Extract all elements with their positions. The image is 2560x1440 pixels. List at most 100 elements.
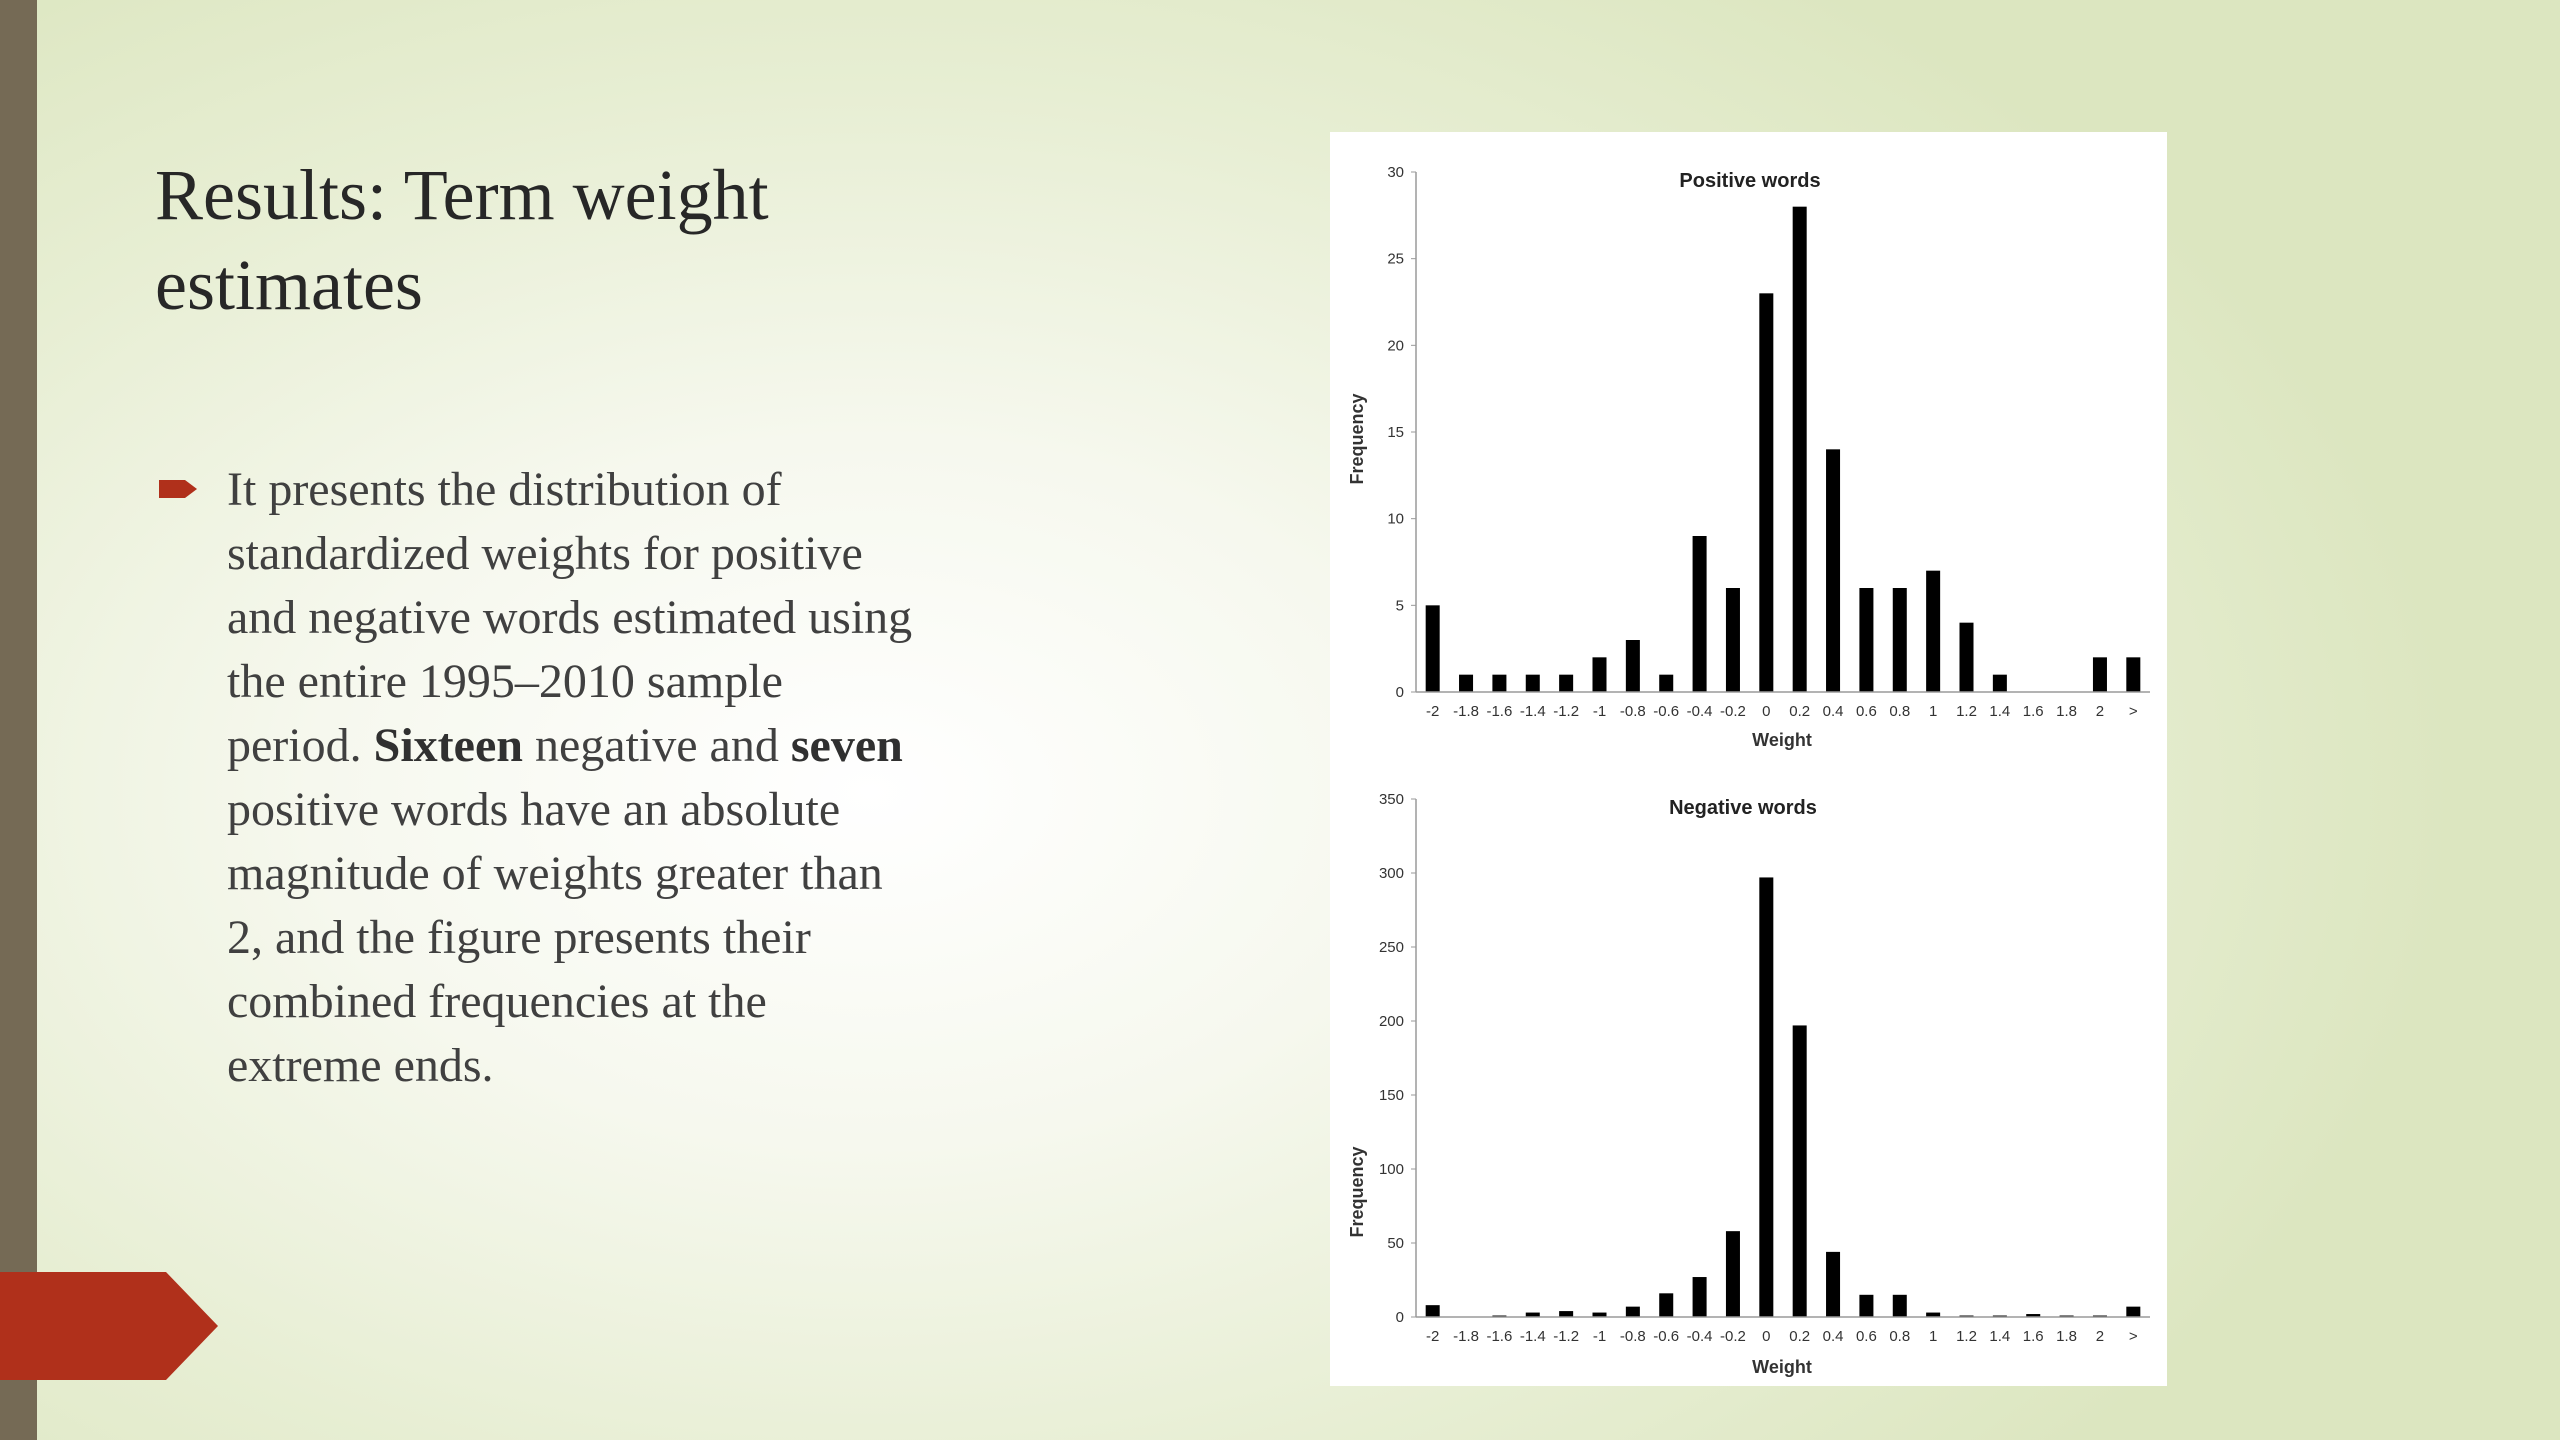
y-tick-label: 20 xyxy=(1387,337,1404,354)
x-tick-label: -0.6 xyxy=(1653,1328,1679,1345)
bar--0.4 xyxy=(1692,536,1707,692)
bar-1.2 xyxy=(1959,622,1974,692)
bar-> xyxy=(2126,657,2141,692)
y-tick-label: 10 xyxy=(1387,511,1404,528)
bar--1.6 xyxy=(1492,674,1507,692)
bar-0 xyxy=(1759,293,1774,692)
x-tick-label: 0.2 xyxy=(1789,1328,1810,1345)
bar-1.4 xyxy=(1992,674,2007,692)
bar--1.8 xyxy=(1459,674,1474,692)
bar-0.6 xyxy=(1859,1294,1874,1317)
slide-title-line1: Results: Term weight xyxy=(155,155,769,235)
bar--1.4 xyxy=(1525,1312,1540,1317)
x-tick-label: > xyxy=(2129,703,2138,720)
bar--0.6 xyxy=(1659,674,1674,692)
x-tick-label: -0.4 xyxy=(1687,1328,1713,1345)
x-tick-label: 1.2 xyxy=(1956,1328,1977,1345)
x-tick-label: > xyxy=(2129,1328,2138,1345)
bar-group xyxy=(1425,206,2141,692)
slide-arrow-tab xyxy=(0,1272,218,1380)
x-tick-label: 2 xyxy=(2096,703,2104,720)
x-tick-label: 0.4 xyxy=(1823,703,1844,720)
x-tick-label: 1 xyxy=(1929,1328,1937,1345)
y-tick-label: 300 xyxy=(1379,865,1404,882)
x-axis-label: Weight xyxy=(1752,730,1812,750)
y-tick-label: 25 xyxy=(1387,251,1404,268)
bar-0.8 xyxy=(1892,1294,1907,1317)
bar-0.2 xyxy=(1792,206,1807,692)
x-tick-label: 0 xyxy=(1762,1328,1770,1345)
x-axis-label: Weight xyxy=(1752,1357,1812,1377)
bar--1.2 xyxy=(1559,1311,1574,1317)
x-tick-label: 1.6 xyxy=(2023,1328,2044,1345)
x-tick-label: -1.6 xyxy=(1486,703,1512,720)
bar-1 xyxy=(1926,570,1941,692)
x-tick-label: -1 xyxy=(1593,703,1606,720)
bar-> xyxy=(2126,1306,2141,1317)
bar-1.6 xyxy=(2026,1314,2041,1317)
x-tick-label: -1.4 xyxy=(1520,1328,1546,1345)
bar-2 xyxy=(2092,657,2107,692)
x-tick-label: 1.6 xyxy=(2023,703,2044,720)
x-tick-label: -1.2 xyxy=(1553,1328,1579,1345)
y-tick-label: 350 xyxy=(1379,791,1404,808)
y-tick-label: 0 xyxy=(1396,684,1404,701)
bar--0.8 xyxy=(1625,640,1640,692)
bar--0.8 xyxy=(1625,1306,1640,1317)
y-tick-label: 0 xyxy=(1396,1309,1404,1326)
x-tick-label: 0.8 xyxy=(1889,1328,1910,1345)
y-tick-label: 150 xyxy=(1379,1087,1404,1104)
bar-0 xyxy=(1759,877,1774,1317)
negative-words-chart: Negative words Weight Frequency 0 50 100 15… xyxy=(1347,791,2150,1377)
slide-title-line2: estimates xyxy=(155,245,423,325)
x-tick-label: 1.8 xyxy=(2056,1328,2077,1345)
x-tick-label: -1.2 xyxy=(1553,703,1579,720)
y-tick-group: 0 5 10 15 20 25 30 xyxy=(1387,164,1416,701)
bar--1.2 xyxy=(1559,674,1574,692)
x-tick-label: -1.4 xyxy=(1520,703,1546,720)
y-axis-label: Frequency xyxy=(1347,1146,1367,1237)
x-tick-label: -0.2 xyxy=(1720,1328,1746,1345)
y-tick-label: 15 xyxy=(1387,424,1404,441)
slide-title: Results: Term weight estimates xyxy=(155,150,1055,330)
bar-0.4 xyxy=(1826,449,1841,692)
bar-1 xyxy=(1926,1312,1941,1317)
y-tick-label: 100 xyxy=(1379,1161,1404,1178)
bar--1 xyxy=(1592,657,1607,692)
x-tick-label: 1.4 xyxy=(1989,1328,2010,1345)
x-tick-label: 0.8 xyxy=(1889,703,1910,720)
bar-0.2 xyxy=(1792,1025,1807,1317)
bar--2 xyxy=(1425,605,1440,692)
bar--0.6 xyxy=(1659,1293,1674,1317)
x-tick-label: 1 xyxy=(1929,703,1937,720)
bullet-text-part3: positive words have an absolute magnitud… xyxy=(227,783,883,1092)
bar-0.8 xyxy=(1892,588,1907,692)
bar--0.4 xyxy=(1692,1277,1707,1317)
positive-words-chart: Positive words Weight Frequency 05101520… xyxy=(1347,164,2150,750)
y-axis-label: Frequency xyxy=(1347,393,1367,484)
x-tick-label: 2 xyxy=(2096,1328,2104,1345)
x-tick-label: 0.6 xyxy=(1856,703,1877,720)
x-tick-label: -0.8 xyxy=(1620,703,1646,720)
chart-title: Negative words xyxy=(1669,797,1817,819)
bullet-list: It presents the distribution of standard… xyxy=(155,458,915,1098)
bullet-text-part2: negative and xyxy=(522,719,791,772)
x-tick-label: -1.8 xyxy=(1453,703,1479,720)
arrow-bullet-icon xyxy=(159,480,197,498)
bar-0.4 xyxy=(1826,1251,1841,1317)
x-tick-label: -1 xyxy=(1593,1328,1606,1345)
y-tick-label: 5 xyxy=(1396,597,1404,614)
chart-title: Positive words xyxy=(1679,170,1820,192)
bar--2 xyxy=(1425,1305,1440,1317)
y-tick-label: 200 xyxy=(1379,1013,1404,1030)
x-tick-group: -2 -1.8 -1.6 -1.4 -1.2 -1 -0.8 -0.6 -0.4 -0.2 0 0.2… xyxy=(1426,1328,2138,1345)
x-tick-label: 0 xyxy=(1762,703,1770,720)
bar--0.2 xyxy=(1725,1231,1740,1317)
bar-0.6 xyxy=(1859,588,1874,692)
x-tick-label: 0.6 xyxy=(1856,1328,1877,1345)
left-accent-bar xyxy=(0,0,37,1440)
x-tick-label: -2 xyxy=(1426,1328,1439,1345)
bar--1.4 xyxy=(1525,674,1540,692)
bar-group xyxy=(1425,877,2141,1317)
bullet-bold-seven: seven xyxy=(790,719,903,772)
